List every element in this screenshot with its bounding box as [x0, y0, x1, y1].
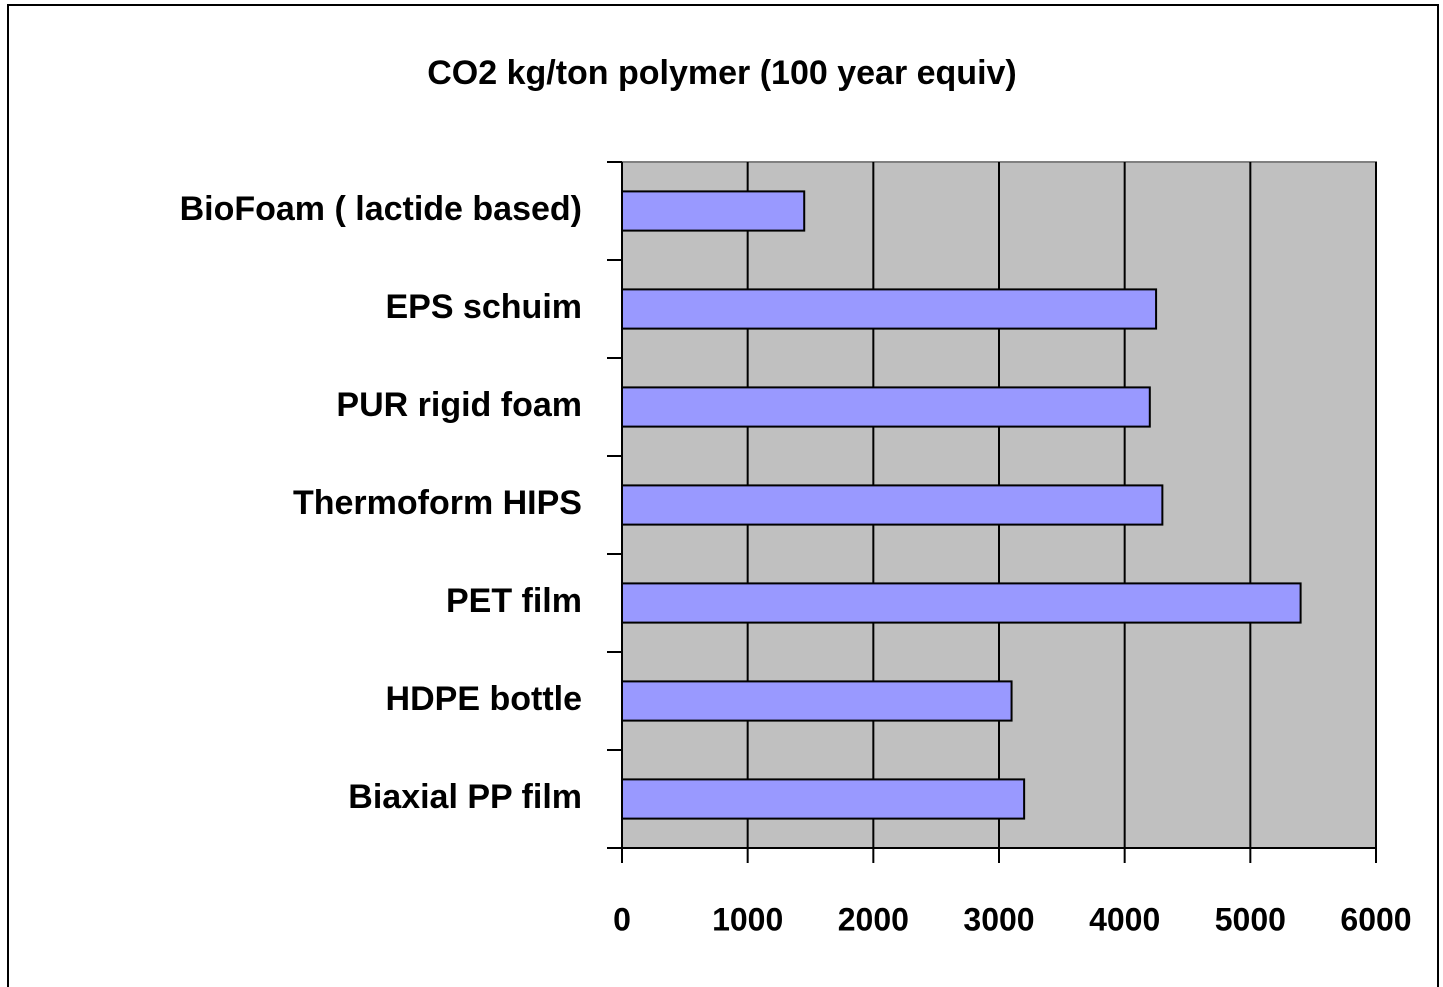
- y-tick-label: Thermoform HIPS: [293, 484, 582, 522]
- x-tick-label: 2000: [838, 901, 909, 937]
- y-tick-label: PET film: [446, 582, 582, 620]
- bar: [621, 484, 1164, 526]
- bar: [621, 680, 1013, 722]
- x-tick-label: 0: [613, 901, 631, 937]
- bar: [621, 778, 1026, 820]
- x-tick-label: 5000: [1215, 901, 1286, 937]
- x-tick-label: 1000: [712, 901, 783, 937]
- bar: [621, 288, 1158, 330]
- x-tick-label: 3000: [963, 901, 1034, 937]
- x-tick-label: 4000: [1089, 901, 1160, 937]
- bar: [621, 190, 806, 232]
- y-tick-label: Biaxial PP film: [348, 778, 582, 816]
- y-tick-label: BioFoam ( lactide based): [180, 190, 582, 228]
- bar: [621, 582, 1302, 624]
- bar: [621, 386, 1151, 428]
- y-tick-label: PUR rigid foam: [336, 386, 582, 424]
- y-tick-label: EPS schuim: [385, 288, 582, 326]
- chart-title: CO2 kg/ton polymer (100 year equiv): [427, 54, 1017, 92]
- y-tick-label: HDPE bottle: [386, 680, 582, 718]
- x-tick-label: 6000: [1340, 901, 1411, 937]
